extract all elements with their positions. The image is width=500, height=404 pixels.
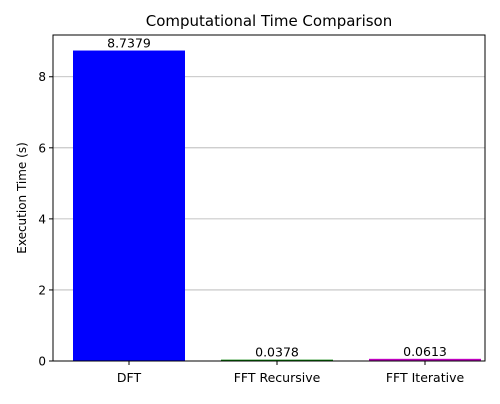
bar-value-labels: 8.7379 0.0378 0.0613 <box>107 36 447 360</box>
bar-fft-recursive <box>221 359 333 361</box>
bar-dft <box>73 50 185 361</box>
bars <box>73 50 481 361</box>
x-tick-label: DFT <box>117 370 142 385</box>
axes-frame <box>52 34 486 362</box>
x-axis-ticks: DFT FFT Recursive FFT Iterative <box>117 361 465 385</box>
x-tick-label: FFT Recursive <box>234 370 321 385</box>
bar-value-label: 0.0613 <box>403 344 447 359</box>
bar-value-label: 8.7379 <box>107 36 151 51</box>
y-tick-label: 0 <box>38 355 46 369</box>
bar-value-label: 0.0378 <box>255 345 299 360</box>
x-tick-label: FFT Iterative <box>386 370 465 385</box>
y-tick-label: 2 <box>38 283 46 297</box>
bar-fft-iterative <box>369 358 481 361</box>
y-axis-ticks: 0 2 4 6 8 <box>38 70 53 369</box>
y-tick-label: 6 <box>38 141 46 155</box>
y-tick-label: 4 <box>38 212 46 226</box>
y-tick-label: 8 <box>38 70 46 84</box>
y-axis-label: Execution Time (s) <box>15 142 29 254</box>
chart-title: Computational Time Comparison <box>146 12 393 30</box>
